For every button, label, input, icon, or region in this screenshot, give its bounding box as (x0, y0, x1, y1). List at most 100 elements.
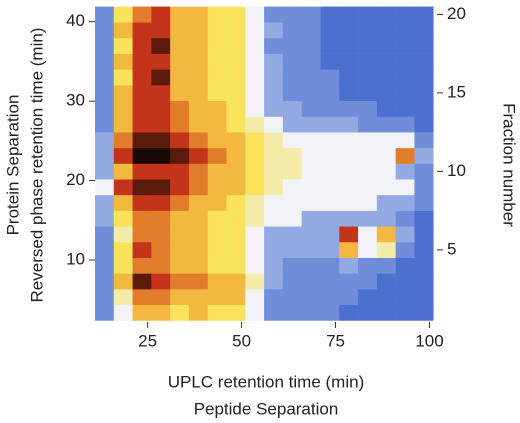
heatmap-cell (245, 132, 265, 149)
heatmap-cell (395, 100, 415, 117)
heatmap-cell (282, 69, 303, 86)
heatmap-cell (358, 53, 378, 70)
heatmap-cell (188, 273, 209, 290)
heatmap-cell (301, 147, 321, 164)
heatmap-cell (358, 179, 378, 196)
heatmap-cell (151, 100, 171, 117)
heatmap-cell (226, 273, 246, 290)
heatmap-cell (320, 100, 340, 117)
heatmap-cell (245, 210, 265, 227)
heatmap-cell (151, 132, 171, 149)
heatmap-cell (264, 22, 284, 39)
heatmap-cell (414, 132, 434, 149)
heatmap-cell (170, 147, 190, 164)
heatmap-cell (376, 85, 396, 102)
heatmap-cell (358, 100, 378, 117)
heatmap-cell (282, 210, 303, 227)
heatmap-cell (132, 163, 152, 180)
heatmap-cell (188, 289, 209, 306)
heatmap-cell (414, 100, 434, 117)
heatmap-cell (170, 179, 190, 196)
heatmap-cell (226, 257, 246, 274)
heatmap-cell (282, 22, 303, 39)
heatmap-cell (188, 257, 209, 274)
heatmap-cell (414, 163, 434, 180)
heatmap-cell (245, 116, 265, 133)
heatmap-cell (245, 273, 265, 290)
heatmap-cell (95, 226, 115, 243)
heatmap-cell (151, 194, 171, 211)
heatmap-cell (207, 37, 227, 54)
heatmap-cell (320, 273, 340, 290)
heatmap-cell (132, 69, 152, 86)
heatmap-cell (207, 22, 227, 39)
heatmap-cell (282, 116, 303, 133)
heatmap-cell (170, 241, 190, 258)
heatmap-cell (151, 147, 171, 164)
heatmap-cell (395, 241, 415, 258)
heatmap-cell (376, 53, 396, 70)
heatmap-cell (320, 147, 340, 164)
heatmap-cell (320, 210, 340, 227)
heatmap-cell (113, 132, 133, 149)
heatmap-cell (132, 100, 152, 117)
y2-tick-label: 10 (447, 161, 466, 180)
x-tick-label: 50 (232, 331, 251, 350)
heatmap-cell (320, 6, 340, 23)
y2-tick-label: 15 (447, 82, 466, 101)
x-tick-label: 100 (415, 331, 443, 350)
heatmap-cell (207, 132, 227, 149)
heatmap-cell (170, 100, 190, 117)
heatmap-cell (151, 37, 171, 54)
heatmap-cell (113, 226, 133, 243)
heatmap-cell (151, 257, 171, 274)
heatmap-cell (95, 37, 115, 54)
heatmap-cell (207, 53, 227, 70)
heatmap-cell (151, 241, 171, 258)
heatmap-cell (339, 226, 359, 243)
heatmap-cell (320, 257, 340, 274)
heatmap-cell (395, 304, 415, 321)
heatmap-cell (395, 289, 415, 306)
heatmap-cell (264, 226, 284, 243)
heatmap-cell (395, 85, 415, 102)
heatmap-cell (132, 210, 152, 227)
heatmap-cell (207, 257, 227, 274)
heatmap-cell (170, 257, 190, 274)
heatmap-cell (188, 210, 209, 227)
heatmap-cell (264, 6, 284, 23)
heatmap-cell (226, 304, 246, 321)
heatmap-cell (358, 257, 378, 274)
heatmap-cell (358, 147, 378, 164)
heatmap-cell (395, 6, 415, 23)
heatmap-cell (245, 194, 265, 211)
heatmap-cell (245, 257, 265, 274)
heatmap-cell (207, 273, 227, 290)
heatmap-cell (95, 22, 115, 39)
heatmap-cell (226, 194, 246, 211)
heatmap-cell (339, 163, 359, 180)
heatmap-cell (358, 289, 378, 306)
heatmap-cell (245, 163, 265, 180)
heatmap-cell (226, 22, 246, 39)
heatmap-cell (151, 163, 171, 180)
heatmap-cell (264, 304, 284, 321)
heatmap-cell (245, 37, 265, 54)
heatmap-cell (395, 37, 415, 54)
heatmap-cell (132, 226, 152, 243)
heatmap-cell (170, 69, 190, 86)
heatmap-cell (282, 241, 303, 258)
heatmap-cell (188, 304, 209, 321)
heatmap-cell (151, 85, 171, 102)
heatmap-cell (188, 132, 209, 149)
heatmap-cell (301, 37, 321, 54)
heatmap-cell (376, 163, 396, 180)
heatmap-cell (132, 37, 152, 54)
heatmap-cell (188, 69, 209, 86)
heatmap-cell (358, 85, 378, 102)
heatmap-cell (132, 273, 152, 290)
heatmap-cell (188, 22, 209, 39)
heatmap-cell (245, 241, 265, 258)
heatmap-cell (320, 22, 340, 39)
